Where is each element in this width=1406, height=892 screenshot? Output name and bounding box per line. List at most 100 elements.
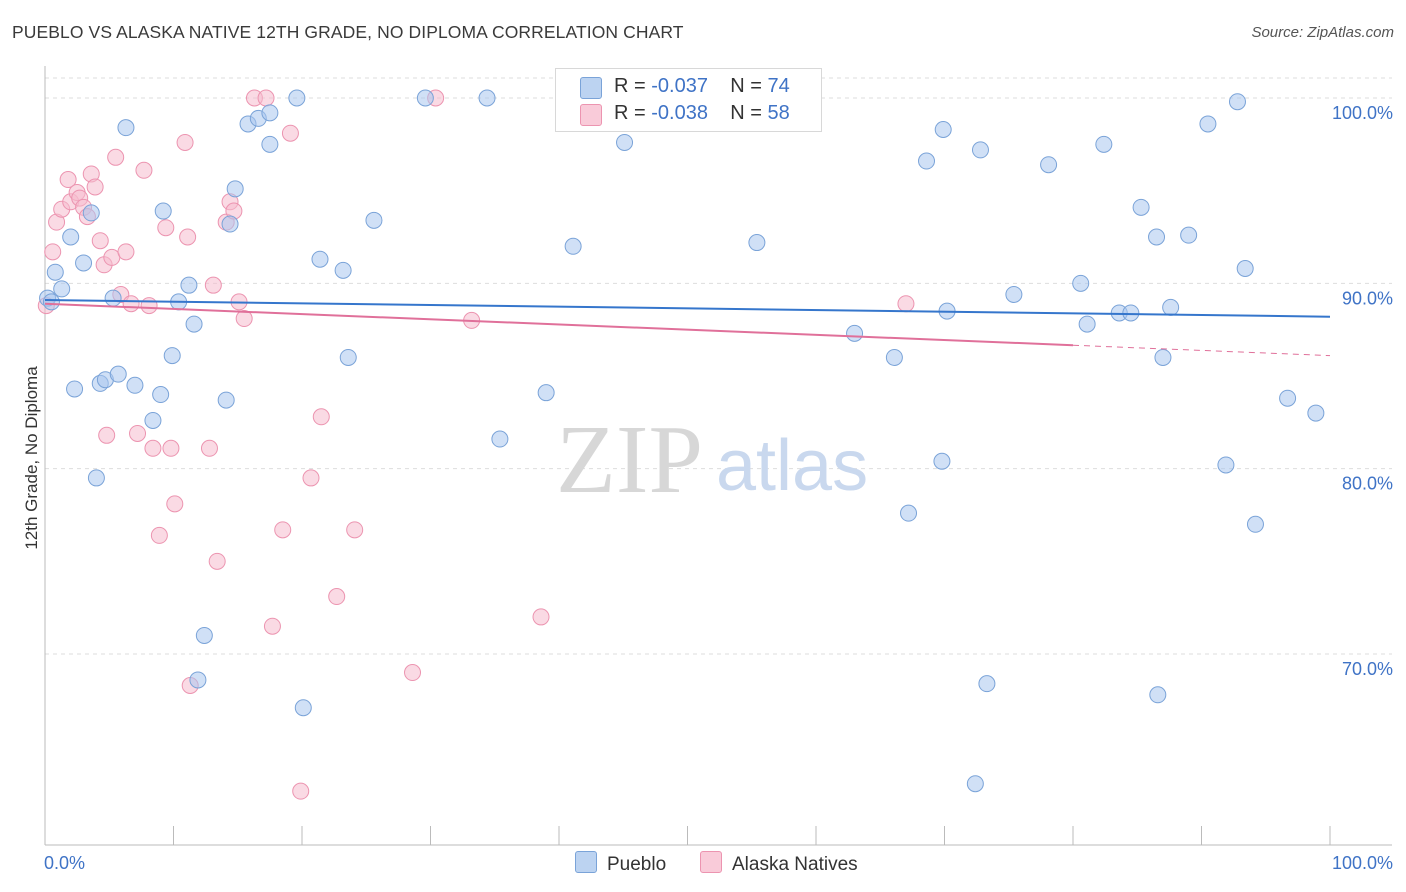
alaska-point-40 — [257, 89, 275, 107]
grid-lines — [45, 77, 1392, 655]
pueblo-point-2 — [46, 263, 64, 281]
pueblo-point-71 — [1246, 515, 1264, 533]
alaska-point-33 — [208, 552, 226, 570]
source-label: Source: ZipAtlas.com — [1251, 24, 1394, 41]
tick-labels: 70.0% 80.0% 90.0% 100.0% 0.0% 100.0% — [44, 103, 1393, 873]
alaska-point-25 — [157, 219, 175, 237]
alaska-point-31 — [200, 439, 218, 457]
alaska-point-4 — [59, 171, 77, 189]
watermark-atlas: atlas — [716, 426, 868, 506]
pueblo-point-72 — [1279, 389, 1297, 407]
alaska-trend-line — [44, 302, 1074, 347]
pueblo-legend-label: Pueblo — [607, 854, 667, 875]
pueblo-point-57 — [1078, 315, 1096, 333]
pueblo-swatch — [580, 77, 602, 99]
pueblo-point-67 — [1199, 115, 1217, 133]
pueblo-point-35 — [339, 348, 357, 366]
pueblo-point-62 — [1148, 228, 1166, 246]
alaska-point-18 — [117, 243, 135, 261]
alaska-point-14 — [98, 426, 116, 444]
pueblo-point-11 — [104, 289, 122, 307]
pueblo-point-43 — [748, 234, 766, 252]
alaska-n-value: 58 — [767, 102, 790, 124]
alaska-point-43 — [281, 124, 299, 142]
pueblo-point-47 — [918, 152, 936, 170]
pueblo-point-55 — [1040, 156, 1058, 174]
pueblo-point-70 — [1236, 260, 1254, 278]
alaska-point-49 — [404, 664, 422, 682]
pueblo-points — [39, 89, 1325, 793]
alaska-point-46 — [312, 408, 330, 426]
pueblo-point-56 — [1072, 274, 1090, 292]
r-label: R = — [614, 75, 646, 97]
y-axis-label: 12th Grade, No Diploma — [22, 366, 41, 550]
pueblo-n-value: 74 — [767, 75, 790, 97]
alaska-point-24 — [150, 526, 168, 544]
alaska-point-42 — [274, 521, 292, 539]
pueblo-point-61 — [1132, 198, 1150, 216]
alaska-point-57 — [897, 295, 915, 313]
alaska-point-19 — [122, 295, 140, 313]
alaska-point-11 — [86, 178, 104, 196]
axes — [44, 66, 1392, 846]
pueblo-point-5 — [66, 380, 84, 398]
pueblo-r-value: -0.037 — [651, 75, 708, 97]
alaska-point-41 — [263, 617, 281, 635]
chart-title: PUEBLO VS ALASKA NATIVE 12TH GRADE, NO D… — [12, 22, 684, 42]
alaska-point-20 — [129, 424, 147, 442]
pueblo-point-23 — [195, 626, 213, 644]
pueblo-point-17 — [154, 202, 172, 220]
alaska-point-28 — [176, 133, 194, 151]
pueblo-point-4 — [62, 228, 80, 246]
alaska-legend-swatch — [700, 851, 722, 873]
alaska-point-21 — [135, 161, 153, 179]
pueblo-point-18 — [163, 347, 181, 365]
y-tick-label-70: 70.0% — [1342, 659, 1393, 679]
alaska-point-32 — [204, 276, 222, 294]
pueblo-point-31 — [288, 89, 306, 107]
pueblo-point-42 — [616, 133, 634, 151]
pueblo-point-25 — [221, 215, 239, 233]
pueblo-point-8 — [87, 469, 105, 487]
pueblo-point-48 — [934, 121, 952, 139]
pueblo-point-7 — [82, 204, 100, 222]
pueblo-point-24 — [217, 391, 235, 409]
pueblo-legend-swatch — [575, 851, 597, 873]
pueblo-point-29 — [261, 135, 279, 153]
alaska-point-27 — [166, 495, 184, 513]
pueblo-point-64 — [1154, 348, 1172, 366]
pueblo-point-21 — [185, 315, 203, 333]
pueblo-point-13 — [117, 119, 135, 137]
pueblo-point-30 — [261, 104, 279, 122]
alaska-point-52 — [532, 608, 550, 626]
alaska-point-15 — [103, 248, 121, 266]
pueblo-point-15 — [144, 411, 162, 429]
pueblo-point-16 — [152, 386, 170, 404]
pueblo-point-58 — [1095, 135, 1113, 153]
alaska-point-48 — [346, 521, 364, 539]
alaska-swatch — [580, 104, 602, 126]
watermark-zip: ZIP — [556, 406, 703, 514]
x-tick-label-100: 100.0% — [1332, 853, 1393, 873]
alaska-point-26 — [162, 439, 180, 457]
pueblo-point-6 — [75, 254, 93, 272]
y-tick-label-80: 80.0% — [1342, 474, 1393, 494]
pueblo-point-26 — [226, 180, 244, 198]
pueblo-trend-line — [44, 299, 1331, 318]
alaska-point-16 — [107, 148, 125, 166]
pueblo-point-68 — [1217, 456, 1235, 474]
pueblo-point-49 — [933, 452, 951, 470]
alaska-point-12 — [91, 232, 109, 250]
pueblo-point-36 — [365, 211, 383, 229]
alaska-trend-extension — [1072, 344, 1331, 357]
pueblo-point-40 — [537, 384, 555, 402]
alaska-point-1 — [44, 243, 62, 261]
correlation-legend: R = -0.037 N = 74 R = -0.038 N = 58 — [555, 68, 822, 132]
alaska-point-38 — [235, 310, 253, 328]
pueblo-point-37 — [416, 89, 434, 107]
pueblo-point-44 — [846, 324, 864, 342]
y-tick-label-100: 100.0% — [1332, 103, 1393, 123]
alaska-point-22 — [140, 297, 158, 315]
alaska-point-45 — [302, 469, 320, 487]
